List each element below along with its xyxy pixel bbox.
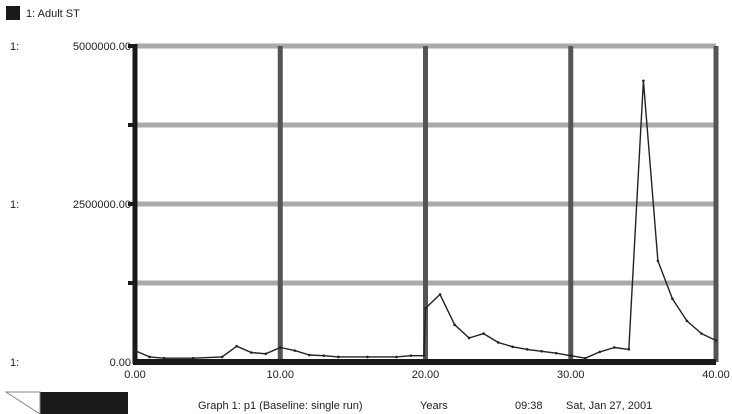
legend-swatch [6,6,20,20]
footer-date: Sat, Jan 27, 2001 [566,400,652,412]
data-point [583,356,587,360]
data-point [249,351,253,354]
data-point [642,79,645,83]
data-point [366,355,369,359]
data-point [569,354,573,357]
data-point [700,332,703,335]
footer-time: 09:38 [515,400,543,412]
data-point [133,349,137,352]
x-tick-label: 30.00 [557,369,585,381]
y-axis-prefix: 1: [10,41,19,53]
data-point [656,259,660,263]
data-point [525,348,529,351]
data-point [337,355,340,359]
data-point [627,348,631,351]
series-line [134,80,717,359]
data-point [322,354,326,357]
data-point [598,350,602,354]
data-point [540,349,543,353]
x-tick-label: 20.00 [412,369,440,381]
data-point [438,293,442,296]
data-point [453,323,456,327]
data-point [613,346,616,349]
data-point [554,351,558,355]
x-tick-label: 40.00 [702,369,730,381]
data-point [220,355,224,359]
data-point [714,339,718,342]
x-axis-unit: Years [420,400,448,412]
y-tick-label: 2500000.00 [73,199,131,211]
y-tick-label: 5000000.00 [73,41,131,53]
data-point [496,341,500,344]
data-point [482,332,485,335]
data-point [685,319,689,323]
page-corner-icon [4,391,41,414]
data-point [467,336,471,340]
y-tick-label: 0.00 [110,357,131,369]
x-tick-labels: 0.00 10.00 20.00 30.00 40.00 [124,369,729,381]
data-point [278,346,282,349]
data-point [293,349,297,352]
x-tick-label: 10.00 [266,369,294,381]
y-axis-prefix: 1: [10,357,19,369]
data-point [395,355,398,359]
data-point [191,356,195,360]
footer-black-block [40,392,128,414]
graph-caption: Graph 1: p1 (Baseline: single run) [198,400,362,412]
data-point [148,355,151,359]
data-point [671,297,674,301]
axes [128,44,716,365]
data-point [424,306,427,310]
data-point [511,345,514,349]
data-point [162,356,166,360]
data-point [409,354,413,357]
series-area [133,79,718,360]
x-tick-label: 0.00 [124,369,145,381]
data-point [308,353,311,357]
y-axis-prefix: 1: [10,199,19,211]
data-point [235,344,238,348]
legend-label: 1: Adult ST [26,8,80,20]
data-point [422,354,426,357]
y-tick-labels: 1: 5000000.00 1: 2500000.00 1: 0.00 [10,41,131,369]
data-point [264,352,268,356]
